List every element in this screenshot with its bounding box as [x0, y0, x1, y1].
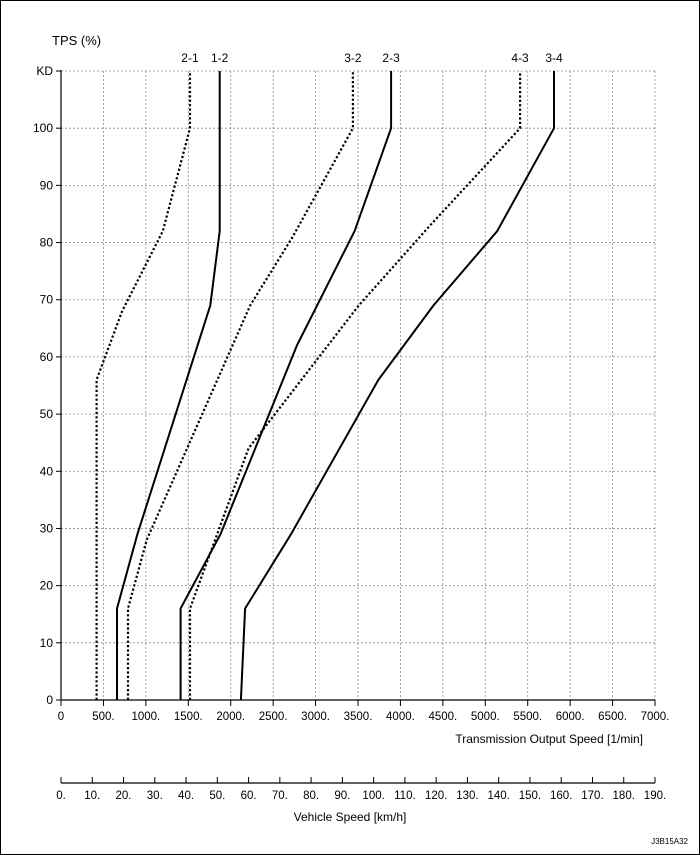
vehicle-speed-tick-label: 30.: [147, 790, 163, 802]
y-tick-label: 0: [46, 693, 53, 707]
series-label-2-3: 2-3: [382, 51, 400, 65]
series-line-2-3: [179, 71, 393, 700]
vehicle-speed-tick-label: 110.: [394, 790, 416, 802]
x-tick-label: 6500.: [598, 711, 627, 723]
x-tick-label: 4000.: [386, 711, 415, 723]
vehicle-speed-tick-label: 50.: [209, 790, 225, 802]
y-tick-label: 10: [40, 636, 54, 650]
vehicle-speed-axis-label: Vehicle Speed [km/h]: [294, 810, 407, 824]
x-axis-label: Transmission Output Speed [1/min]: [455, 732, 643, 746]
y-tick-label: 20: [40, 579, 54, 593]
x-tick-label: 0: [58, 711, 64, 723]
series-label-2-1: 2-1: [181, 51, 199, 65]
vehicle-speed-tick-label: 130.: [456, 790, 478, 802]
y-tick-label: KD: [36, 64, 53, 78]
y-tick-label: 40: [40, 464, 54, 478]
vehicle-speed-tick-label: 180.: [613, 790, 635, 802]
vehicle-speed-tick-label: 190.: [644, 790, 666, 802]
figure-code: J3B15A32: [651, 837, 688, 846]
vehicle-speed-tick-label: 40.: [178, 790, 194, 802]
y-tick-label: 50: [40, 407, 54, 421]
series-label-3-4: 3-4: [545, 51, 563, 65]
vehicle-speed-tick-label: 80.: [303, 790, 319, 802]
vehicle-speed-tick-label: 0.: [56, 790, 66, 802]
x-tick-label: 1000.: [131, 711, 160, 723]
x-tick-label: 500.: [92, 711, 114, 723]
x-tick-label: 5500.: [513, 711, 542, 723]
vehicle-speed-tick-label: 100.: [362, 790, 384, 802]
vehicle-speed-tick-label: 10.: [84, 790, 100, 802]
labels-group: TPS (%) Transmission Output Speed [1/min…: [33, 33, 689, 846]
vehicle-speed-tick-label: 170.: [581, 790, 603, 802]
x-tick-label: 1500.: [174, 711, 203, 723]
y-tick-label: 30: [40, 521, 54, 535]
y-tick-label: 100: [33, 121, 53, 135]
y-tick-label: 90: [40, 178, 54, 192]
series-line-3-4: [239, 71, 555, 701]
x-tick-label: 5000.: [471, 711, 500, 723]
vehicle-speed-tick-label: 20.: [116, 790, 132, 802]
y-tick-label: 80: [40, 236, 54, 250]
vehicle-speed-tick-label: 150.: [519, 790, 541, 802]
vehicle-speed-tick-label: 140.: [487, 790, 509, 802]
y-axis-label: TPS (%): [52, 33, 101, 48]
x-tick-label: 2000.: [216, 711, 245, 723]
vehicle-speed-tick-label: 90.: [334, 790, 350, 802]
series-group: [95, 71, 555, 701]
vehicle-speed-tick-label: 120.: [425, 790, 447, 802]
x-tick-label: 2500.: [259, 711, 288, 723]
vehicle-speed-tick-label: 60.: [241, 790, 257, 802]
series-line-2-1: [95, 71, 192, 700]
x-tick-label: 3500.: [344, 711, 373, 723]
y-tick-label: 60: [40, 350, 54, 364]
grid: [61, 70, 656, 700]
x-tick-label: 6000.: [556, 711, 585, 723]
series-label-1-2: 1-2: [211, 51, 229, 65]
x-tick-label: 3000.: [301, 711, 330, 723]
vehicle-speed-tick-label: 70.: [272, 790, 288, 802]
axes: [56, 70, 656, 784]
series-line-3-2: [126, 71, 354, 700]
series-line-1-2: [116, 71, 221, 700]
vehicle-speed-tick-label: 160.: [550, 790, 572, 802]
series-label-4-3: 4-3: [511, 51, 529, 65]
x-tick-label: 4500.: [428, 711, 457, 723]
y-tick-label: 70: [40, 293, 54, 307]
series-label-3-2: 3-2: [344, 51, 362, 65]
x-tick-label: 7000.: [641, 711, 670, 723]
series-line-4-3: [188, 71, 522, 700]
